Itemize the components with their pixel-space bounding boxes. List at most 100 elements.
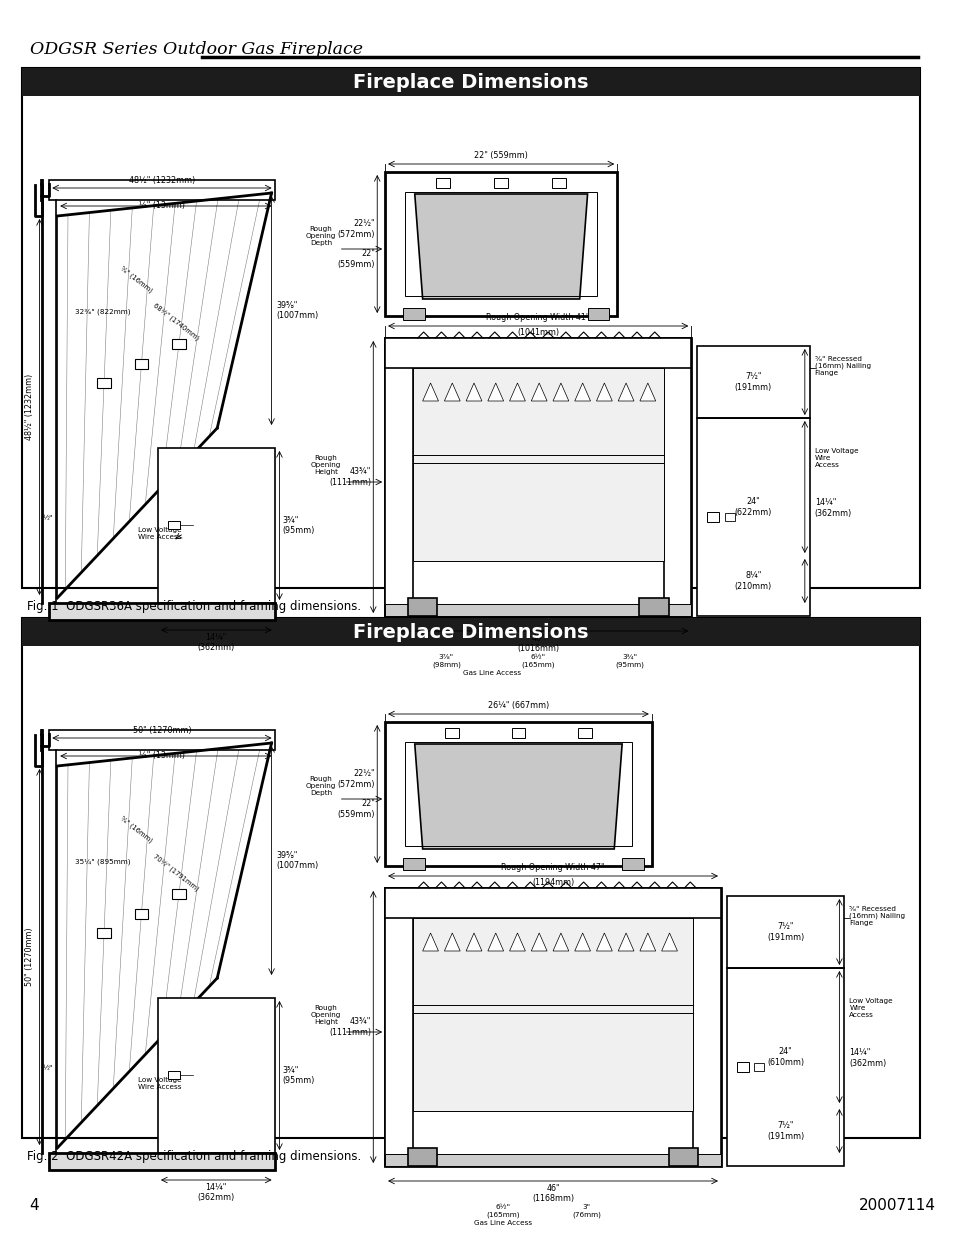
Bar xyxy=(172,340,186,350)
Text: 22½"
(572mm): 22½" (572mm) xyxy=(337,769,375,789)
Text: Rough
Opening
Depth: Rough Opening Depth xyxy=(306,776,335,797)
Bar xyxy=(578,727,592,739)
Bar xyxy=(22,618,920,1137)
Text: 14¼"
(362mm): 14¼" (362mm) xyxy=(197,1183,234,1203)
Text: 39⅝"
(1007mm): 39⅝" (1007mm) xyxy=(276,851,318,871)
Polygon shape xyxy=(422,383,438,401)
Bar xyxy=(494,178,508,188)
Polygon shape xyxy=(415,743,621,848)
Polygon shape xyxy=(466,383,481,401)
Polygon shape xyxy=(444,383,459,401)
Text: 32⅜" (822mm): 32⅜" (822mm) xyxy=(75,309,131,315)
Text: 26¼" (667mm): 26¼" (667mm) xyxy=(487,701,549,710)
Text: 24"
(622mm): 24" (622mm) xyxy=(734,498,771,516)
Bar xyxy=(413,368,663,561)
Text: Low Voltage
Wire
Access: Low Voltage Wire Access xyxy=(848,998,892,1018)
Text: Fig. 1  ODGSR36A specification and framing dimensions.: Fig. 1 ODGSR36A specification and framin… xyxy=(27,600,360,613)
Text: 14¼"
(362mm): 14¼" (362mm) xyxy=(814,498,851,517)
Bar xyxy=(50,603,274,620)
Text: 6½"
(165mm): 6½" (165mm) xyxy=(521,655,555,667)
Bar xyxy=(404,742,631,846)
Bar xyxy=(50,180,274,200)
Text: Fireplace Dimensions: Fireplace Dimensions xyxy=(353,622,588,641)
Bar xyxy=(385,888,413,1166)
Text: 22"
(559mm): 22" (559mm) xyxy=(337,799,375,819)
Polygon shape xyxy=(639,932,655,951)
Bar xyxy=(22,68,920,96)
Text: (1194mm): (1194mm) xyxy=(532,878,574,887)
Text: 43¾"
(1111mm): 43¾" (1111mm) xyxy=(329,467,371,487)
Bar xyxy=(172,889,186,899)
Polygon shape xyxy=(444,932,459,951)
Bar xyxy=(639,598,668,616)
Text: 3⅞"
(98mm): 3⅞" (98mm) xyxy=(432,655,460,667)
Text: 46"
(1168mm): 46" (1168mm) xyxy=(532,1184,574,1203)
Bar xyxy=(50,730,274,750)
Bar xyxy=(693,888,720,1166)
Polygon shape xyxy=(618,932,634,951)
Text: 3"
(76mm): 3" (76mm) xyxy=(572,1204,600,1218)
Text: Low Voltage
Wire Access: Low Voltage Wire Access xyxy=(138,527,181,540)
Bar xyxy=(385,604,691,616)
Polygon shape xyxy=(487,932,503,951)
Text: 35¼" (895mm): 35¼" (895mm) xyxy=(75,858,131,864)
Polygon shape xyxy=(531,383,546,401)
Text: 4: 4 xyxy=(30,1198,39,1213)
Text: 50" (1270mm): 50" (1270mm) xyxy=(132,726,191,735)
Polygon shape xyxy=(466,932,481,951)
Text: 22" (559mm): 22" (559mm) xyxy=(474,151,528,161)
Text: ½" (13mm): ½" (13mm) xyxy=(139,201,185,210)
Bar xyxy=(726,897,843,968)
Bar xyxy=(385,172,617,316)
Bar xyxy=(385,888,720,918)
Text: 20007114: 20007114 xyxy=(859,1198,935,1213)
Text: ⅝" Recessed
(16mm) Nailing
Flange: ⅝" Recessed (16mm) Nailing Flange xyxy=(848,905,904,926)
Text: (1041mm): (1041mm) xyxy=(517,329,558,337)
Text: ½": ½" xyxy=(42,1065,52,1071)
Bar xyxy=(385,338,691,368)
Bar xyxy=(444,727,458,739)
Bar xyxy=(402,308,424,320)
Bar xyxy=(168,521,179,529)
Text: 14¼"
(362mm): 14¼" (362mm) xyxy=(848,1049,885,1068)
Bar xyxy=(408,1149,437,1166)
Polygon shape xyxy=(639,383,655,401)
Polygon shape xyxy=(509,932,525,951)
Text: ⅝" (16mm): ⅝" (16mm) xyxy=(119,815,153,845)
Bar xyxy=(385,888,720,1166)
Text: Rough Opening Width 47": Rough Opening Width 47" xyxy=(500,863,604,872)
Text: 7½"
(191mm): 7½" (191mm) xyxy=(766,923,803,942)
Text: 7½"
(191mm): 7½" (191mm) xyxy=(734,372,771,391)
Text: 40"
(1016mm): 40" (1016mm) xyxy=(517,634,558,653)
Text: 3¾"
(95mm): 3¾" (95mm) xyxy=(615,655,644,667)
Bar xyxy=(408,598,437,616)
Bar xyxy=(697,346,809,417)
Polygon shape xyxy=(509,383,525,401)
Bar xyxy=(385,722,651,866)
Polygon shape xyxy=(574,383,590,401)
Bar xyxy=(736,1062,748,1072)
Text: 70½" (1791mm): 70½" (1791mm) xyxy=(152,852,199,892)
Bar xyxy=(385,1153,720,1166)
Polygon shape xyxy=(661,932,677,951)
Polygon shape xyxy=(415,194,587,299)
Bar xyxy=(413,918,693,1112)
Text: 3¾"
(95mm): 3¾" (95mm) xyxy=(282,516,314,535)
Text: Fireplace Dimensions: Fireplace Dimensions xyxy=(353,73,588,91)
Text: Gas Line Access: Gas Line Access xyxy=(463,671,520,676)
Bar xyxy=(158,998,274,1153)
Polygon shape xyxy=(531,932,546,951)
Bar xyxy=(668,1149,698,1166)
Polygon shape xyxy=(596,383,612,401)
Bar xyxy=(402,858,424,869)
Bar xyxy=(385,338,691,616)
Bar xyxy=(168,1071,179,1079)
Text: 36"
(914mm): 36" (914mm) xyxy=(508,451,567,478)
Text: ½": ½" xyxy=(42,515,52,521)
Polygon shape xyxy=(618,383,634,401)
Bar xyxy=(724,513,734,521)
Text: Rough
Opening
Height: Rough Opening Height xyxy=(311,1005,341,1025)
Text: Low Voltage
Wire Access: Low Voltage Wire Access xyxy=(138,1077,181,1089)
Text: 14¼"
(362mm): 14¼" (362mm) xyxy=(197,634,234,652)
Bar xyxy=(697,417,809,616)
